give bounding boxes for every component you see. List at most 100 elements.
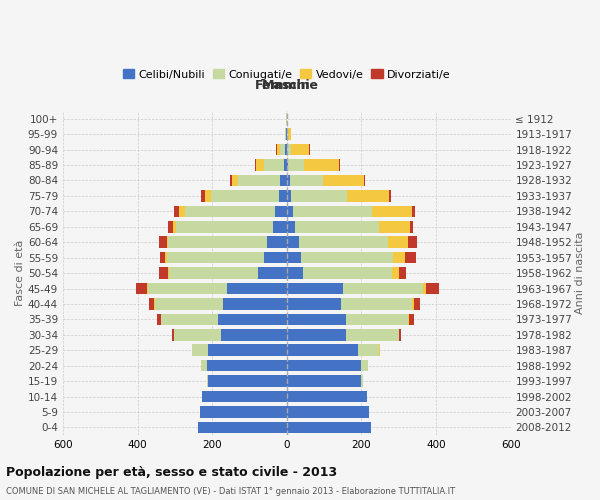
Bar [379,221,410,232]
Bar [165,252,167,264]
Bar [238,174,280,186]
Bar [285,144,287,156]
Bar [287,190,291,202]
Bar [372,206,412,217]
Bar [211,190,278,202]
Bar [230,174,232,186]
Bar [176,221,272,232]
Bar [287,174,290,186]
Bar [287,206,293,217]
Bar [287,144,291,156]
Bar [159,268,168,279]
Bar [287,160,288,171]
Bar [218,314,287,325]
Bar [287,252,301,264]
Bar [275,206,287,217]
Bar [347,190,389,202]
Bar [174,329,221,340]
Bar [301,252,394,264]
Bar [169,236,268,248]
Bar [412,206,415,217]
Bar [394,252,406,264]
Bar [413,298,421,310]
Bar [426,282,439,294]
Text: Maschi: Maschi [262,78,311,92]
Bar [136,282,147,294]
Legend: Celibi/Nubili, Coniugati/e, Vedovi/e, Divorziati/e: Celibi/Nubili, Coniugati/e, Vedovi/e, Di… [118,64,455,84]
Bar [208,344,287,356]
Bar [221,329,287,340]
Bar [406,252,416,264]
Bar [284,128,285,140]
Bar [399,268,406,279]
Bar [157,314,161,325]
Bar [285,128,286,140]
Bar [341,298,412,310]
Bar [388,236,407,248]
Bar [423,282,426,294]
Bar [185,206,275,217]
Bar [287,282,343,294]
Bar [287,268,303,279]
Bar [278,190,287,202]
Bar [288,128,291,140]
Bar [205,190,211,202]
Bar [287,360,361,372]
Bar [291,190,347,202]
Bar [287,314,346,325]
Bar [268,236,287,248]
Bar [304,160,340,171]
Bar [169,268,257,279]
Bar [174,206,179,217]
Bar [287,344,358,356]
Bar [280,144,285,156]
Bar [295,221,379,232]
Bar [172,329,174,340]
Bar [202,360,206,372]
Bar [232,174,238,186]
Bar [147,282,148,294]
Bar [208,376,287,387]
Bar [277,144,280,156]
Bar [159,236,167,248]
Bar [361,376,363,387]
Bar [400,329,401,340]
Bar [358,344,379,356]
Bar [299,236,388,248]
Bar [280,174,287,186]
Text: Popolazione per età, sesso e stato civile - 2013: Popolazione per età, sesso e stato civil… [6,466,337,479]
Bar [202,190,205,202]
Bar [323,174,364,186]
Bar [361,360,368,372]
Bar [293,206,372,217]
Bar [179,206,185,217]
Bar [149,298,154,310]
Bar [412,298,413,310]
Bar [287,406,369,418]
Bar [364,174,365,186]
Bar [256,160,265,171]
Bar [287,128,288,140]
Bar [160,252,165,264]
Bar [168,221,173,232]
Bar [223,298,287,310]
Bar [272,221,287,232]
Bar [263,252,287,264]
Bar [392,268,399,279]
Bar [167,252,263,264]
Y-axis label: Fasce di età: Fasce di età [15,240,25,306]
Bar [284,160,287,171]
Bar [193,344,208,356]
Bar [290,174,323,186]
Bar [148,282,227,294]
Y-axis label: Anni di nascita: Anni di nascita [575,232,585,314]
Bar [408,314,409,325]
Bar [291,144,309,156]
Bar [206,360,287,372]
Bar [173,221,176,232]
Bar [167,236,169,248]
Bar [202,391,287,402]
Bar [227,282,287,294]
Bar [155,298,223,310]
Bar [287,298,341,310]
